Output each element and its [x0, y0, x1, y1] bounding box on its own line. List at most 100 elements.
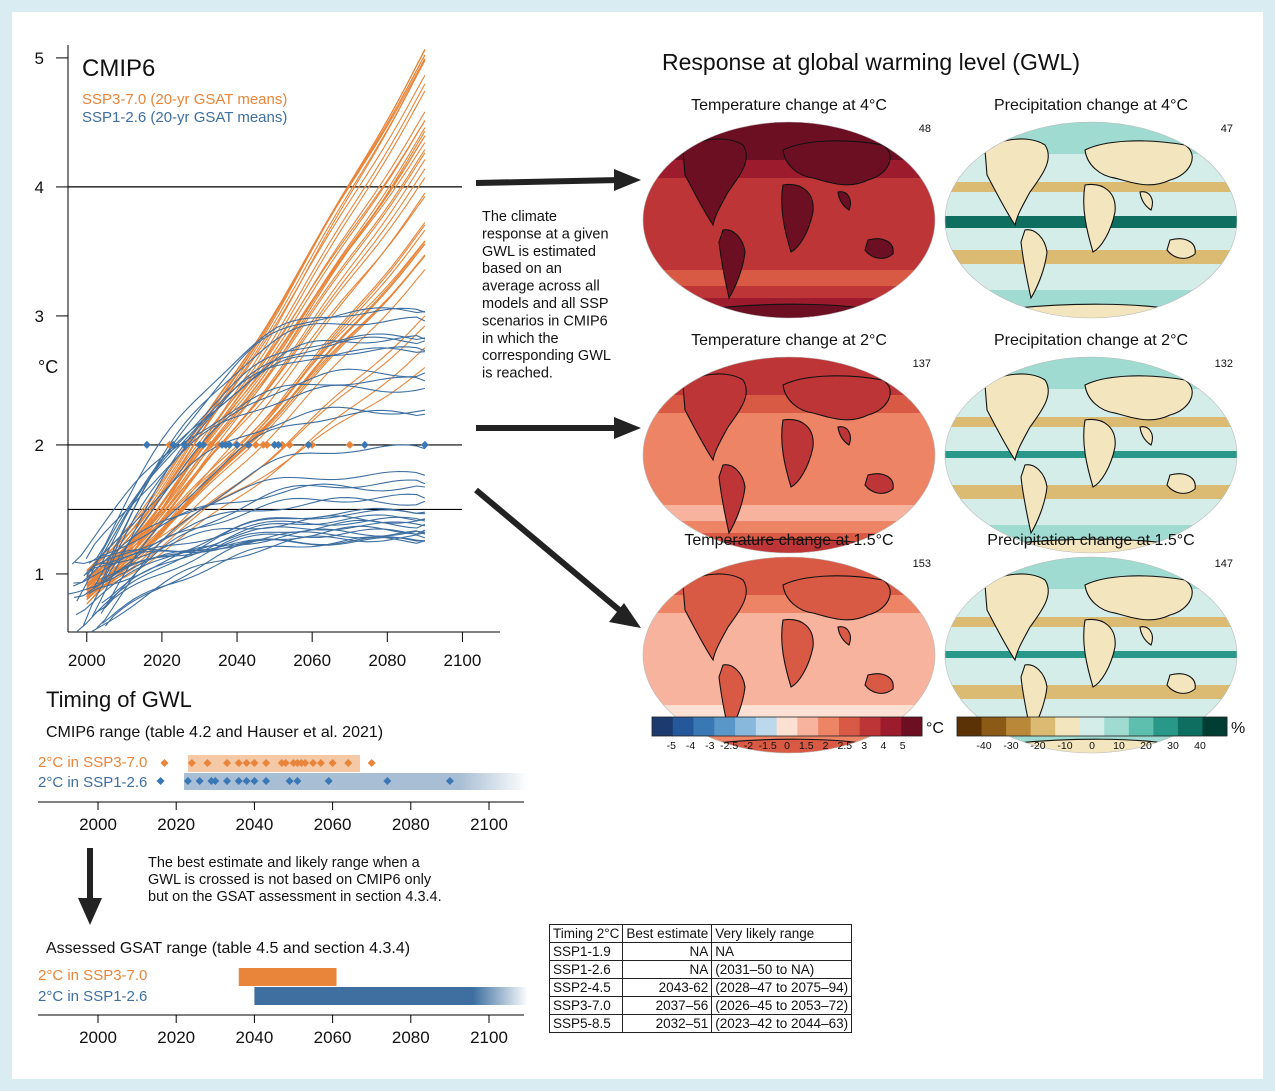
cmip-range-marker-ssp370: [160, 759, 169, 767]
cmip-range-marker-ssp126: [223, 777, 232, 785]
ssp126-model-line: [75, 509, 425, 616]
map-title: Precipitation change at 4°C: [994, 97, 1188, 114]
timing-x-tick-label: 2020: [157, 815, 195, 834]
continent-outline: [1020, 229, 1048, 300]
cmip-range-marker-ssp126: [250, 777, 259, 785]
cmip-range-marker-ssp370: [367, 759, 376, 767]
map-title: Temperature change at 1.5°C: [684, 532, 893, 549]
map-south-subtropic-band: [945, 485, 1237, 499]
cmip-range-marker-ssp126: [293, 777, 302, 785]
ssp126-model-line: [75, 536, 425, 565]
ssp126-model-line: [96, 307, 426, 559]
ssp370-crossing-marker: [206, 440, 215, 449]
model-count: 153: [913, 558, 931, 570]
colorbar-swatch: [901, 717, 923, 736]
timing-x-tick-label: 2060: [314, 815, 352, 834]
cmip-range-marker-ssp370: [242, 759, 251, 767]
ssp126-model-line: [96, 346, 426, 563]
table-header-row: Timing 2°C Best estimate Very likely ran…: [548, 924, 853, 943]
table-cell: NA: [711, 942, 853, 961]
assessed-row-ssp126-label: 2°C in SSP1-2.6: [38, 988, 147, 1005]
note-line: GWL is crossed is not based on CMIP6 onl…: [148, 872, 432, 888]
x-tick-label: 2040: [218, 651, 256, 670]
continent-outline: [1084, 375, 1193, 421]
arrow-15c-head: [609, 603, 641, 628]
y-tick-label: 2: [35, 436, 44, 455]
ssp126-model-line: [74, 521, 426, 598]
ssp126-crossing-marker: [274, 440, 283, 449]
colorbar-swatch: [981, 717, 1007, 736]
continent-outline: [718, 464, 746, 535]
ssp126-model-line: [91, 335, 426, 617]
cmip-range-label: CMIP6 range (table 4.2 and Hauser et al.…: [46, 724, 383, 741]
cmip-range-marker-ssp370: [316, 759, 325, 767]
map-title: Temperature change at 4°C: [691, 97, 887, 114]
cmip-range-marker-ssp370: [328, 759, 337, 767]
timing-x-tick-label: 2080: [392, 1028, 430, 1047]
continent-outline: [1139, 626, 1153, 646]
table-cell: (2031–50 to NA): [711, 960, 853, 979]
annotation-line: in which the: [482, 331, 559, 347]
cmip-range-marker-ssp370: [203, 759, 212, 767]
colorbar-swatch: [1079, 717, 1105, 736]
colorbar-tick-label: -2.5: [720, 740, 738, 752]
ssp126-model-line: [102, 336, 426, 583]
map-temp-4: Temperature change at 4°C 48: [642, 97, 936, 319]
timing-x-tick-label: 2060: [314, 1028, 352, 1047]
ssp126-crossing-marker: [142, 440, 151, 449]
colorbar-tick-label: 0: [1089, 740, 1095, 752]
table-header: Timing 2°C: [548, 924, 624, 943]
table-cell: SSP5-8.5: [548, 1014, 624, 1033]
continent-outline: [984, 138, 1049, 227]
table-cell: NA: [622, 942, 713, 961]
y-tick-label: 5: [35, 49, 44, 68]
cmip-range-bar-ssp370: [187, 755, 360, 772]
colorbar-tick-label: 10: [1113, 740, 1125, 752]
temperature-colorbar: -5 -4 -3 -2.5 -2 -1.5 0 1.5 2 2.5 3 4 5 °C: [651, 716, 944, 752]
timing-x-tick-label: 2000: [79, 1028, 117, 1047]
colorbar-tick-label: -30: [1003, 740, 1018, 752]
legend-ssp370: SSP3-7.0 (20-yr GSAT means): [82, 91, 287, 108]
table-header: Very likely range: [711, 924, 853, 943]
ssp126-crossing-marker: [420, 440, 429, 449]
colorbar-tick-label: -5: [667, 740, 676, 752]
assessed-range-bar-ssp370: [238, 968, 337, 986]
colorbar-tick-label: -2: [744, 740, 753, 752]
cmip-range-marker-ssp126: [383, 777, 392, 785]
colorbar-tick-label: 2.5: [838, 740, 853, 752]
annotation-line: response at a given: [482, 226, 609, 242]
continent-outline: [682, 138, 747, 227]
ssp126-model-line: [102, 536, 426, 624]
continent-outline: [718, 229, 746, 300]
colorbar-tick-label: 5: [900, 740, 906, 752]
timing-x-tick-label: 2040: [235, 815, 273, 834]
colorbar-tick-label: -20: [1030, 740, 1045, 752]
cmip-range-marker-ssp126: [262, 777, 271, 785]
table-cell: 2043-62: [622, 978, 713, 997]
arrow-4c-head: [614, 169, 641, 191]
x-tick-label: 2060: [293, 651, 331, 670]
assessed-row-ssp370-label: 2°C in SSP3-7.0: [38, 967, 147, 984]
annotation-line: models and all SSP: [482, 296, 609, 312]
colorbar-tick-label: 0: [784, 740, 790, 752]
continent-outline: [1166, 238, 1196, 259]
map-south-subtropic-band: [945, 250, 1237, 264]
model-count: 48: [919, 123, 931, 135]
ssp126-model-line: [90, 534, 426, 633]
ssp126-model-line: [82, 368, 426, 627]
colorbar-swatch: [755, 717, 778, 736]
timing-x-tick-label: 2080: [392, 815, 430, 834]
maps-title: Response at global warming level (GWL): [662, 49, 1080, 75]
colorbar-swatch: [1128, 717, 1154, 736]
colorbar-swatch: [1202, 717, 1228, 736]
colorbar-tick-label: 20: [1140, 740, 1152, 752]
continent-outline: [837, 426, 851, 446]
annotation-line: corresponding GWL: [482, 348, 611, 364]
cmip-range-marker-ssp370: [250, 759, 259, 767]
cmip-range-bar-ssp126: [184, 773, 529, 790]
cmip-range-marker-ssp126: [195, 777, 204, 785]
colorbar-swatch: [1104, 717, 1130, 736]
map-border: [642, 356, 936, 554]
ssp370-crossing-marker: [345, 440, 354, 449]
